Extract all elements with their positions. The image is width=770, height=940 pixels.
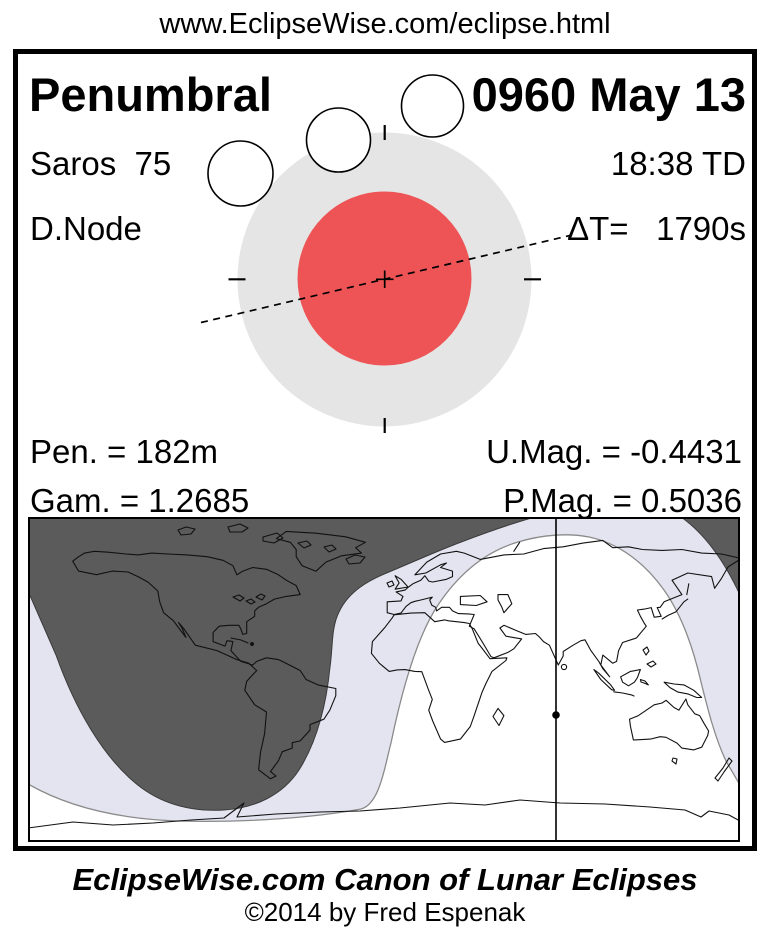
map-island-philippines-luzon <box>642 646 650 656</box>
map-penumbra-boundary-line <box>28 534 740 823</box>
map-great-lakes <box>232 593 266 605</box>
saros-series-label: Saros 75 <box>30 145 172 182</box>
map-border <box>28 517 740 842</box>
moon-contact-first-circle <box>207 140 274 207</box>
map-continent-africa <box>370 612 508 743</box>
moon-greatest-circle <box>305 107 372 173</box>
shadow-diagram <box>200 74 573 433</box>
map-island-philippines-mindanao <box>646 660 657 668</box>
map-continent-greenland <box>275 530 366 572</box>
page-url-title: www.EclipseWise.com/eclipse.html <box>159 8 611 40</box>
map-island-sakhalin <box>686 583 690 596</box>
map-island-sulawesi <box>639 678 649 686</box>
map-island-britain <box>394 575 409 590</box>
map-island-madagascar <box>492 707 505 727</box>
map-antarctica-coastline <box>28 799 740 829</box>
node-label: D.Node <box>30 210 142 247</box>
map-island-srilanka <box>560 663 568 671</box>
map-continent-australia <box>628 698 710 751</box>
map-island-sumatra <box>593 669 616 691</box>
copyright-credit: ©2014 by Fred Espenak <box>244 897 526 927</box>
penumbra-rim-ticks <box>228 125 541 433</box>
map-island-tasmania <box>671 757 678 765</box>
shadow-center-cross <box>376 270 394 288</box>
map-island-borneo <box>620 669 641 687</box>
map-continent-outlines <box>28 523 740 829</box>
map-not-visible-zone-west <box>28 517 536 811</box>
delta-t-label: ΔT= 1790s <box>567 210 746 247</box>
map-island-java <box>613 691 635 697</box>
map-island-iceland <box>345 554 366 565</box>
map-island-ireland <box>386 580 395 588</box>
umbral-magnitude-stat: U.Mag. = -0.4431 <box>486 433 742 470</box>
penumbral-magnitude-stat: P.Mag. = 0.5036 <box>503 482 742 519</box>
gamma-stat: Gam. = 1.2685 <box>30 482 250 519</box>
map-arctic-islands <box>177 523 337 553</box>
eclipse-type-label: Penumbral <box>29 68 272 121</box>
penumbral-duration-stat: Pen. = 182m <box>30 433 219 470</box>
visibility-map <box>28 517 740 842</box>
map-island-japan <box>661 598 689 620</box>
map-island-new-zealand <box>714 757 733 782</box>
map-full-visibility-zone <box>28 534 740 842</box>
moon-contact-last-circle <box>400 74 465 138</box>
map-lake-caspian <box>497 594 513 614</box>
map-sea-black <box>459 594 488 607</box>
map-island-novaya-zemlya <box>513 541 521 552</box>
map-island-cuba <box>230 637 249 644</box>
moon-position-circles <box>207 74 465 207</box>
canon-title: EclipseWise.com Canon of Lunar Eclipses <box>72 862 698 897</box>
map-island-hispaniola <box>250 642 254 646</box>
map-continent-eurasia <box>386 539 740 678</box>
map-sublunar-point-dot <box>552 711 560 719</box>
map-continent-north-south-america <box>72 550 337 780</box>
eclipse-date-label: 0960 May 13 <box>471 68 746 121</box>
greatest-eclipse-time-label: 18:38 TD <box>610 145 746 182</box>
map-island-new-guinea <box>663 681 703 699</box>
